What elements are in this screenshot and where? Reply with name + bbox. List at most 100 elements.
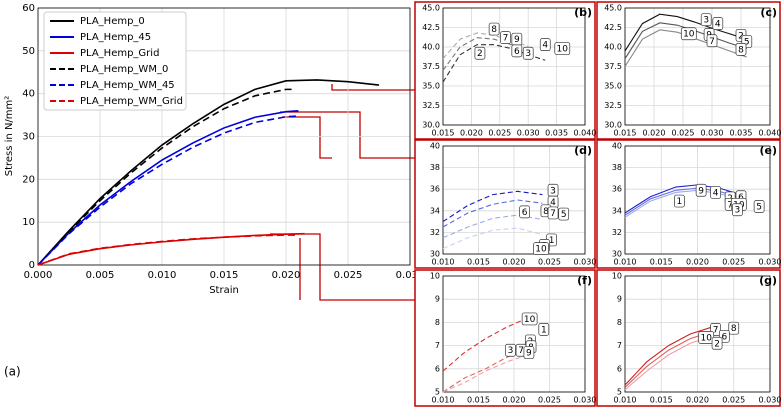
series-line bbox=[624, 335, 713, 391]
point-label: 2 bbox=[714, 339, 720, 349]
legend-label: PLA_Hemp_WM_0 bbox=[80, 64, 168, 75]
point-label: 1 bbox=[541, 325, 547, 335]
connector bbox=[270, 233, 415, 301]
connector bbox=[280, 111, 415, 159]
x-tick-label: 0.025 bbox=[722, 396, 745, 405]
label-box bbox=[538, 323, 550, 336]
y-tick-label: 9 bbox=[435, 295, 440, 304]
label-box bbox=[488, 22, 500, 36]
x-tick-label: 0.015 bbox=[650, 396, 673, 405]
label-box bbox=[674, 194, 685, 208]
y-tick-label: 34 bbox=[612, 206, 622, 215]
y-tick-label: 42.5 bbox=[422, 23, 440, 32]
point-label: 7 bbox=[713, 325, 719, 335]
x-tick-label: 0.040 bbox=[574, 129, 597, 138]
y-tick-label: 50 bbox=[22, 46, 35, 57]
y-tick-label: 8 bbox=[617, 318, 622, 327]
point-label: 6 bbox=[721, 332, 727, 342]
x-tick-label: 0.030 bbox=[517, 129, 540, 138]
y-tick-label: 38 bbox=[430, 163, 440, 172]
plot-frame bbox=[624, 145, 771, 255]
y-tick-label: 20 bbox=[22, 174, 35, 185]
series-line bbox=[37, 115, 299, 266]
panel-border bbox=[596, 1, 781, 140]
panel-label: (e) bbox=[759, 144, 777, 157]
series-line bbox=[442, 214, 543, 239]
series-line bbox=[624, 331, 713, 388]
y-axis-label: Stress in N/mm² bbox=[4, 96, 15, 177]
point-label: 2 bbox=[477, 49, 483, 59]
legend-label: PLA_Hemp_WM_45 bbox=[80, 80, 175, 91]
point-label: 3 bbox=[703, 16, 709, 26]
label-box bbox=[735, 42, 747, 56]
point-label: 7 bbox=[709, 37, 715, 47]
point-label: 8 bbox=[543, 207, 549, 217]
point-label: 4 bbox=[713, 188, 719, 198]
series-line bbox=[37, 234, 299, 266]
label-box bbox=[728, 321, 740, 335]
x-tick-label: 0.020 bbox=[643, 129, 666, 138]
panel-label: (g) bbox=[759, 274, 777, 287]
point-label: 5 bbox=[561, 210, 567, 220]
y-tick-label: 37.5 bbox=[422, 62, 440, 71]
series-line bbox=[442, 317, 529, 372]
series-line bbox=[624, 184, 742, 214]
point-label: 9 bbox=[698, 186, 704, 196]
x-tick-label: 0.020 bbox=[686, 396, 709, 405]
y-tick-label: 32 bbox=[430, 228, 440, 237]
series-line bbox=[37, 79, 380, 266]
y-tick-label: 40.0 bbox=[604, 43, 622, 52]
y-tick-label: 0 bbox=[29, 260, 35, 271]
x-tick-label: 0.010 bbox=[148, 270, 177, 281]
label-box bbox=[700, 13, 712, 27]
series-line bbox=[37, 232, 305, 266]
y-tick-label: 10 bbox=[612, 272, 622, 281]
plot-frame bbox=[442, 275, 586, 393]
label-box bbox=[511, 44, 523, 58]
label-box bbox=[710, 186, 721, 199]
label-box bbox=[500, 31, 511, 44]
y-tick-label: 42.5 bbox=[604, 23, 622, 32]
label-box bbox=[554, 42, 571, 55]
x-tick-label: 0.025 bbox=[538, 258, 561, 267]
point-label: 2 bbox=[738, 31, 744, 41]
label-box bbox=[519, 205, 531, 219]
series-line bbox=[624, 187, 742, 216]
point-label: 3 bbox=[525, 49, 531, 59]
x-tick-label: 0.025 bbox=[538, 396, 561, 405]
series-line bbox=[442, 199, 543, 228]
label-box bbox=[547, 206, 559, 220]
y-tick-label: 10 bbox=[22, 217, 35, 228]
legend-box bbox=[43, 11, 187, 111]
y-tick-label: 30.0 bbox=[604, 121, 622, 130]
label-box bbox=[695, 183, 707, 197]
panel-label: (c) bbox=[760, 6, 777, 19]
label-box bbox=[680, 27, 697, 41]
y-tick-label: 9 bbox=[617, 295, 622, 304]
x-tick-label: 0.010 bbox=[614, 258, 637, 267]
label-box bbox=[474, 46, 486, 60]
x-tick-label: 0.030 bbox=[759, 396, 782, 405]
x-tick-label: 0.015 bbox=[432, 129, 455, 138]
x-axis-label: Strain bbox=[209, 285, 239, 296]
label-box bbox=[753, 200, 765, 213]
label-box bbox=[706, 34, 718, 48]
label-box bbox=[712, 17, 724, 30]
x-tick-label: 0.030 bbox=[396, 270, 425, 281]
series-line bbox=[37, 88, 293, 266]
panel-border bbox=[414, 139, 596, 269]
y-tick-label: 45.0 bbox=[422, 4, 440, 13]
point-label: 10 bbox=[683, 30, 695, 40]
panel-label: (a) bbox=[4, 365, 21, 379]
x-tick-label: 0.020 bbox=[460, 129, 483, 138]
point-label: 9 bbox=[526, 349, 532, 359]
plot-frame bbox=[624, 275, 771, 393]
point-label: 5 bbox=[756, 202, 762, 212]
label-box bbox=[539, 38, 551, 52]
y-tick-label: 60 bbox=[22, 3, 35, 14]
point-label: 7 bbox=[550, 209, 556, 219]
point-label: 9 bbox=[514, 35, 520, 45]
x-tick-label: 0.020 bbox=[503, 258, 526, 267]
label-box bbox=[523, 346, 535, 359]
